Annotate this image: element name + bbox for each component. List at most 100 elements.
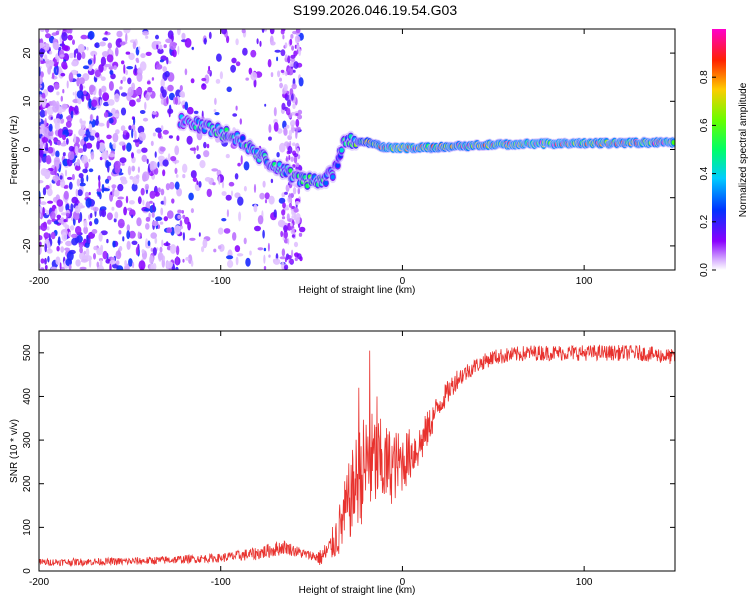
- noise-blob: [47, 146, 54, 154]
- colorbar-tick-label: 0.0: [699, 263, 710, 277]
- noise-blob: [40, 258, 45, 264]
- noise-blob: [54, 208, 58, 216]
- noise-blob: [140, 187, 145, 196]
- noise-blob: [257, 215, 264, 225]
- noise-blob: [77, 148, 84, 154]
- noise-blob: [206, 188, 212, 198]
- noise-blob: [85, 198, 92, 208]
- noise-blob: [39, 60, 46, 64]
- noise-blob: [68, 72, 74, 83]
- noise-blob: [70, 110, 74, 119]
- noise-blob: [132, 41, 137, 50]
- noise-blob: [264, 103, 267, 107]
- noise-blob: [203, 141, 207, 149]
- noise-blob: [243, 161, 250, 171]
- noise-blob: [100, 230, 108, 236]
- noise-blob: [171, 198, 175, 204]
- spectrogram-x-tick-label: 0: [400, 276, 406, 287]
- noise-blob: [109, 70, 114, 75]
- noise-blob: [287, 145, 293, 154]
- snr-y-tick-label: 0: [22, 568, 33, 574]
- noise-blob: [100, 76, 106, 81]
- noise-blob: [82, 65, 90, 70]
- noise-blob: [125, 69, 128, 76]
- noise-blob: [292, 30, 297, 35]
- noise-blob: [203, 150, 210, 158]
- noise-blob: [169, 181, 175, 190]
- noise-blob: [66, 176, 73, 180]
- noise-blob: [221, 180, 225, 189]
- noise-blob: [163, 196, 167, 206]
- spectrogram-y-tick-label: 0: [22, 146, 33, 152]
- noise-blob: [133, 139, 140, 143]
- noise-blob: [114, 113, 120, 118]
- noise-blob: [190, 260, 194, 267]
- noise-blob: [273, 107, 277, 117]
- noise-blob: [290, 192, 294, 198]
- noise-blob: [152, 202, 155, 212]
- noise-blob: [108, 117, 114, 124]
- noise-blob: [152, 247, 157, 256]
- noise-blob: [274, 49, 281, 53]
- spectrogram-y-label: Frequency (Hz): [9, 116, 20, 185]
- noise-blob: [267, 242, 270, 252]
- noise-blob: [73, 49, 76, 59]
- noise-blob: [39, 109, 46, 118]
- noise-blob: [288, 202, 292, 208]
- noise-blob: [211, 168, 219, 172]
- noise-blob: [65, 199, 68, 205]
- noise-blob: [50, 211, 56, 220]
- noise-blob: [45, 58, 51, 69]
- noise-blob: [95, 118, 99, 126]
- noise-blob: [245, 77, 249, 81]
- noise-blob: [117, 196, 125, 200]
- noise-blob: [83, 226, 88, 235]
- noise-blob: [237, 162, 241, 167]
- noise-blob: [115, 47, 119, 57]
- noise-blob: [162, 66, 167, 73]
- noise-blob: [279, 142, 286, 153]
- noise-blob: [149, 255, 154, 265]
- noise-blob: [89, 221, 93, 227]
- noise-blob: [295, 201, 300, 205]
- noise-blob: [297, 187, 301, 195]
- noise-blob: [281, 248, 286, 257]
- noise-blob: [198, 181, 202, 188]
- noise-blob: [47, 85, 54, 93]
- noise-blob: [231, 57, 237, 64]
- noise-blob: [76, 158, 81, 167]
- noise-blob: [60, 72, 66, 77]
- noise-blob: [167, 108, 174, 114]
- noise-blob: [287, 55, 291, 64]
- noise-blob: [115, 129, 120, 135]
- noise-blob: [80, 34, 88, 40]
- noise-blob: [157, 187, 161, 193]
- noise-blob: [206, 143, 210, 149]
- noise-blob: [59, 54, 65, 58]
- noise-blob: [105, 160, 110, 169]
- noise-blob: [293, 207, 299, 213]
- noise-blob: [295, 213, 301, 221]
- noise-blob: [168, 135, 173, 139]
- noise-blob: [160, 98, 164, 105]
- noise-blob: [150, 264, 155, 270]
- noise-blob: [65, 240, 73, 247]
- noise-blob: [82, 90, 87, 95]
- noise-blob: [169, 41, 177, 50]
- noise-blob: [79, 205, 85, 209]
- noise-blob: [277, 128, 283, 134]
- ridge-core: [671, 140, 675, 145]
- noise-blob: [291, 45, 295, 51]
- noise-blob: [167, 84, 174, 92]
- noise-blob: [123, 206, 127, 216]
- noise-blob: [154, 41, 162, 45]
- ridge-core: [330, 174, 335, 180]
- noise-blob: [69, 225, 75, 231]
- noise-blob: [171, 51, 175, 56]
- noise-blob: [103, 111, 109, 118]
- noise-blob: [297, 109, 303, 115]
- noise-blob: [146, 158, 149, 164]
- noise-blob: [161, 89, 167, 98]
